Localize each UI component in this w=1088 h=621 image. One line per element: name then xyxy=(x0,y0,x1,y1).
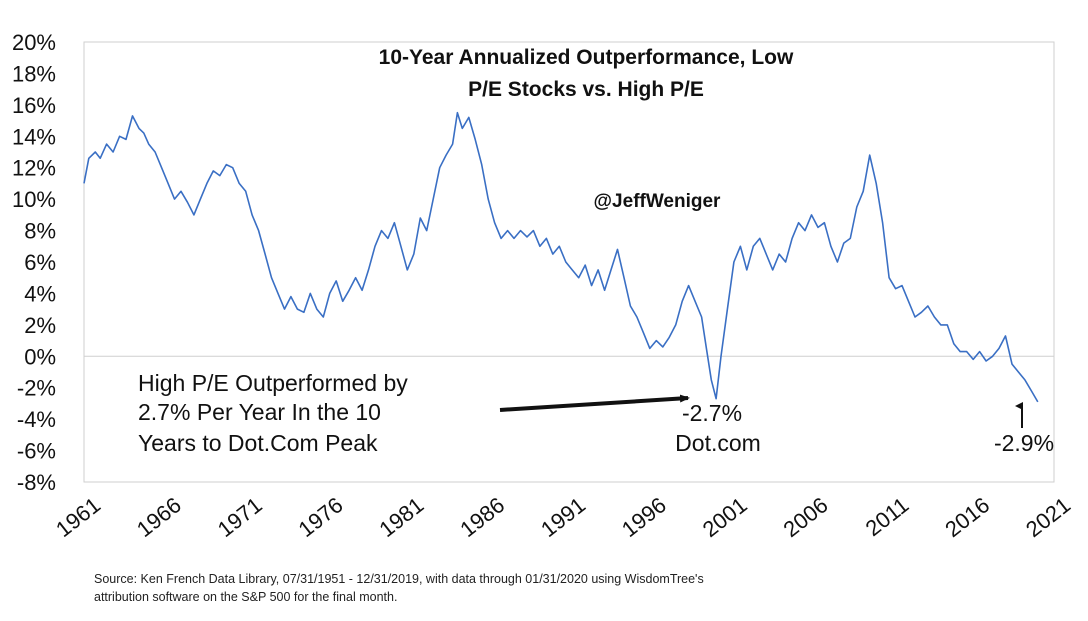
x-tick-label: 1966 xyxy=(132,492,186,542)
source-note-line-2: attribution software on the S&P 500 for … xyxy=(94,590,397,604)
y-tick-label: 4% xyxy=(24,281,56,306)
y-tick-label: 6% xyxy=(24,250,56,275)
x-tick-label: 1961 xyxy=(51,492,105,542)
source-note-line-1: Source: Ken French Data Library, 07/31/1… xyxy=(94,572,704,586)
x-axis: 1961 1966 1971 1976 1981 1986 1991 1996 2001 2006… xyxy=(51,492,1075,542)
x-tick-label: 2011 xyxy=(861,492,914,541)
y-tick-label: 10% xyxy=(12,187,56,212)
x-tick-label: 2006 xyxy=(779,492,833,542)
dotcom-label: Dot.com xyxy=(675,430,761,456)
plot-area xyxy=(83,41,1055,483)
chart-title-line-1: 10-Year Annualized Outperformance, Low xyxy=(379,46,794,69)
y-tick-label: 16% xyxy=(12,93,56,118)
y-tick-label: 12% xyxy=(12,156,56,181)
y-tick-label: 0% xyxy=(24,344,56,369)
y-tick-label: -8% xyxy=(17,470,56,495)
chart-title-line-2: P/E Stocks vs. High P/E xyxy=(468,78,704,101)
x-tick-label: 1991 xyxy=(536,492,590,542)
author-handle: @JeffWeniger xyxy=(594,191,722,212)
y-tick-label: 20% xyxy=(12,30,56,55)
x-tick-label: 1971 xyxy=(213,492,267,542)
x-tick-label: 1996 xyxy=(617,492,671,542)
x-tick-label: 2001 xyxy=(698,492,752,542)
y-tick-label: -6% xyxy=(17,439,56,464)
x-tick-label: 1981 xyxy=(374,492,428,542)
series-line-low-minus-high-pe xyxy=(83,111,1039,403)
y-tick-label: 8% xyxy=(24,219,56,244)
y-axis: 20% 18% 16% 14% 12% 10% 8% 6% 4% 2% 0% -2% -4% -6% -8% xyxy=(12,30,56,495)
y-tick-label: -4% xyxy=(17,407,56,432)
y-tick-label: 14% xyxy=(12,124,56,149)
x-tick-label: 1986 xyxy=(455,492,509,542)
annotation-line-1: High P/E Outperformed by xyxy=(138,370,408,396)
x-tick-label: 2021 xyxy=(1021,492,1075,542)
end-value-label: -2.9% xyxy=(994,430,1054,456)
annotation-line-3: Years to Dot.Com Peak xyxy=(138,430,378,456)
annotation-line-2: 2.7% Per Year In the 10 xyxy=(138,399,381,425)
annotation-arrow xyxy=(499,394,690,412)
x-tick-label: 1976 xyxy=(294,492,348,542)
y-tick-label: 2% xyxy=(24,313,56,338)
x-tick-label: 2016 xyxy=(940,492,994,542)
dotcom-value-label: -2.7% xyxy=(682,400,742,426)
y-tick-label: 18% xyxy=(12,61,56,86)
y-tick-label: -2% xyxy=(17,376,56,401)
